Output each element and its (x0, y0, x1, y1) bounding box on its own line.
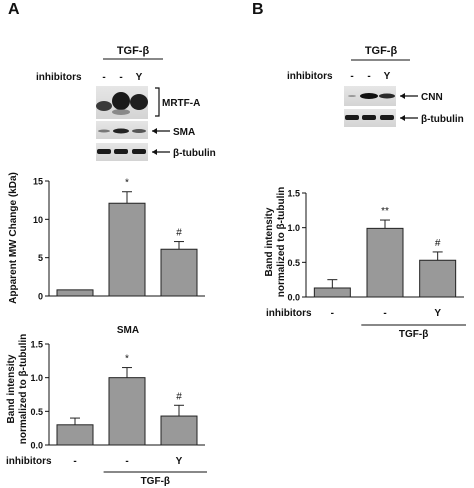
chart-a-sma-bar (56, 424, 94, 446)
blot-a-lane-mark-2: - (119, 72, 122, 83)
chart-b-cnn-significance-mark: # (435, 238, 441, 249)
chart-a-mw-ytick-label: 15 (33, 177, 43, 187)
chart-b-cnn-ytick-label: 0.0 (287, 293, 300, 303)
blot-b-cnn-arrowhead-icon (400, 93, 405, 99)
chart-a-mw-ytick-label: 0 (38, 292, 43, 302)
chart-a-sma-ytick-label: 1.0 (30, 373, 43, 383)
chart-b-cnn-category-label: Y (434, 308, 441, 319)
chart-a-mw-ylabel: Apparent MW Change (kDa) (8, 172, 19, 304)
chart-a-sma-bar (160, 415, 198, 446)
panel-label-a: A (8, 1, 20, 18)
chart-b-cnn-bar (313, 287, 351, 298)
chart-a-sma-group-label: TGF-β (141, 476, 170, 487)
chart-a-sma: SMA Band intensity normalized to β-tubul… (6, 325, 207, 487)
chart-a-sma-ylabel: Band intensity normalized to β-tubulin (6, 334, 29, 445)
blot-a-mrtf-strip (96, 86, 148, 119)
blot-b-lane-mark-3: Y (384, 71, 391, 82)
chart-a-mw-bar (160, 248, 198, 297)
chart-b-cnn-significance-mark: ** (381, 206, 389, 217)
chart-b-cnn-bar (419, 259, 457, 298)
chart-b-cnn-bar (366, 227, 404, 298)
chart-b-cnn-ytick-label: 1.0 (287, 223, 300, 233)
blot-a-tubulin-arrowhead-icon (152, 149, 157, 155)
chart-a-sma-category-label: - (73, 456, 76, 467)
chart-a-sma-significance-mark: # (176, 391, 182, 402)
chart-b-cnn-group-label: TGF-β (399, 329, 428, 340)
blot-b-lane-mark-1: - (350, 71, 353, 82)
chart-b-cnn-category-label: - (331, 308, 334, 319)
chart-a-sma-category-label: - (125, 456, 128, 467)
blot-a-mrtf-bracket (155, 87, 160, 117)
blot-a-tubulin-strip (96, 143, 148, 161)
chart-b-cnn-ytick-label: 0.5 (287, 258, 300, 268)
blot-a-lane-mark-3: Y (136, 72, 143, 83)
chart-a-mw-bar (108, 202, 146, 297)
blot-b-cnn-strip (344, 86, 396, 106)
blot-b-treatment-header: TGF-β (365, 45, 398, 57)
chart-a-sma-significance-mark: * (125, 354, 129, 365)
chart-a-sma-category-label: Y (176, 456, 183, 467)
blot-b-inhibitors-label: inhibitors (287, 71, 333, 82)
blot-b-lane-mark-2: - (367, 71, 370, 82)
blot-a-band-label-sma: SMA (173, 127, 195, 138)
blot-a-lane-mark-1: - (102, 72, 105, 83)
chart-a-mw-ytick-label: 5 (38, 253, 43, 263)
chart-a-sma-ytick-label: 1.5 (30, 340, 43, 350)
blot-a-band-label-tubulin: β-tubulin (173, 148, 216, 159)
chart-a-mw-bar (56, 289, 94, 297)
chart-b-cnn-ylabel-line2: normalized to β-tubulin (276, 187, 287, 298)
chart-a-mw: Apparent MW Change (kDa) 0 5 10 15 * # (8, 172, 205, 304)
blot-b-tubulin-arrowhead-icon (400, 115, 405, 121)
blot-b-band-label-tubulin: β-tubulin (421, 114, 464, 125)
blot-a-sma-arrowhead-icon (152, 128, 157, 134)
blot-b-band-label-cnn: CNN (421, 92, 443, 103)
chart-a-sma-title: SMA (117, 325, 139, 336)
chart-a-sma-ylabel-line2: normalized to β-tubulin (18, 334, 29, 445)
chart-a-sma-bar (108, 377, 146, 446)
chart-a-sma-ytick-label: 0.5 (30, 407, 43, 417)
chart-a-mw-significance-mark: # (176, 228, 182, 239)
blot-a-band-label-mrtf: MRTF-A (162, 98, 200, 109)
chart-a-sma-ytick-label: 0.0 (30, 441, 43, 451)
chart-a-sma-row-label: inhibitors (6, 456, 52, 467)
chart-a-mw-significance-mark: * (125, 178, 129, 189)
chart-b-cnn-ytick-label: 1.5 (287, 189, 300, 199)
chart-a-sma-ylabel-line1: Band intensity (6, 354, 17, 423)
blot-a-treatment-header: TGF-β (117, 45, 150, 57)
blot-b-tubulin-strip (344, 109, 396, 127)
chart-b-cnn-ylabel: Band intensity normalized to β-tubulin (264, 187, 287, 298)
chart-b-cnn-category-label: - (383, 308, 386, 319)
blot-a-sma-strip (96, 121, 148, 139)
chart-a-mw-ytick-label: 10 (33, 215, 43, 225)
chart-b-cnn-ylabel-line1: Band intensity (264, 207, 275, 276)
panel-label-b: B (252, 1, 264, 18)
blot-a-inhibitors-label: inhibitors (36, 72, 82, 83)
chart-b-cnn-row-label: inhibitors (266, 308, 312, 319)
chart-b-cnn: Band intensity normalized to β-tubulin i… (264, 187, 466, 340)
